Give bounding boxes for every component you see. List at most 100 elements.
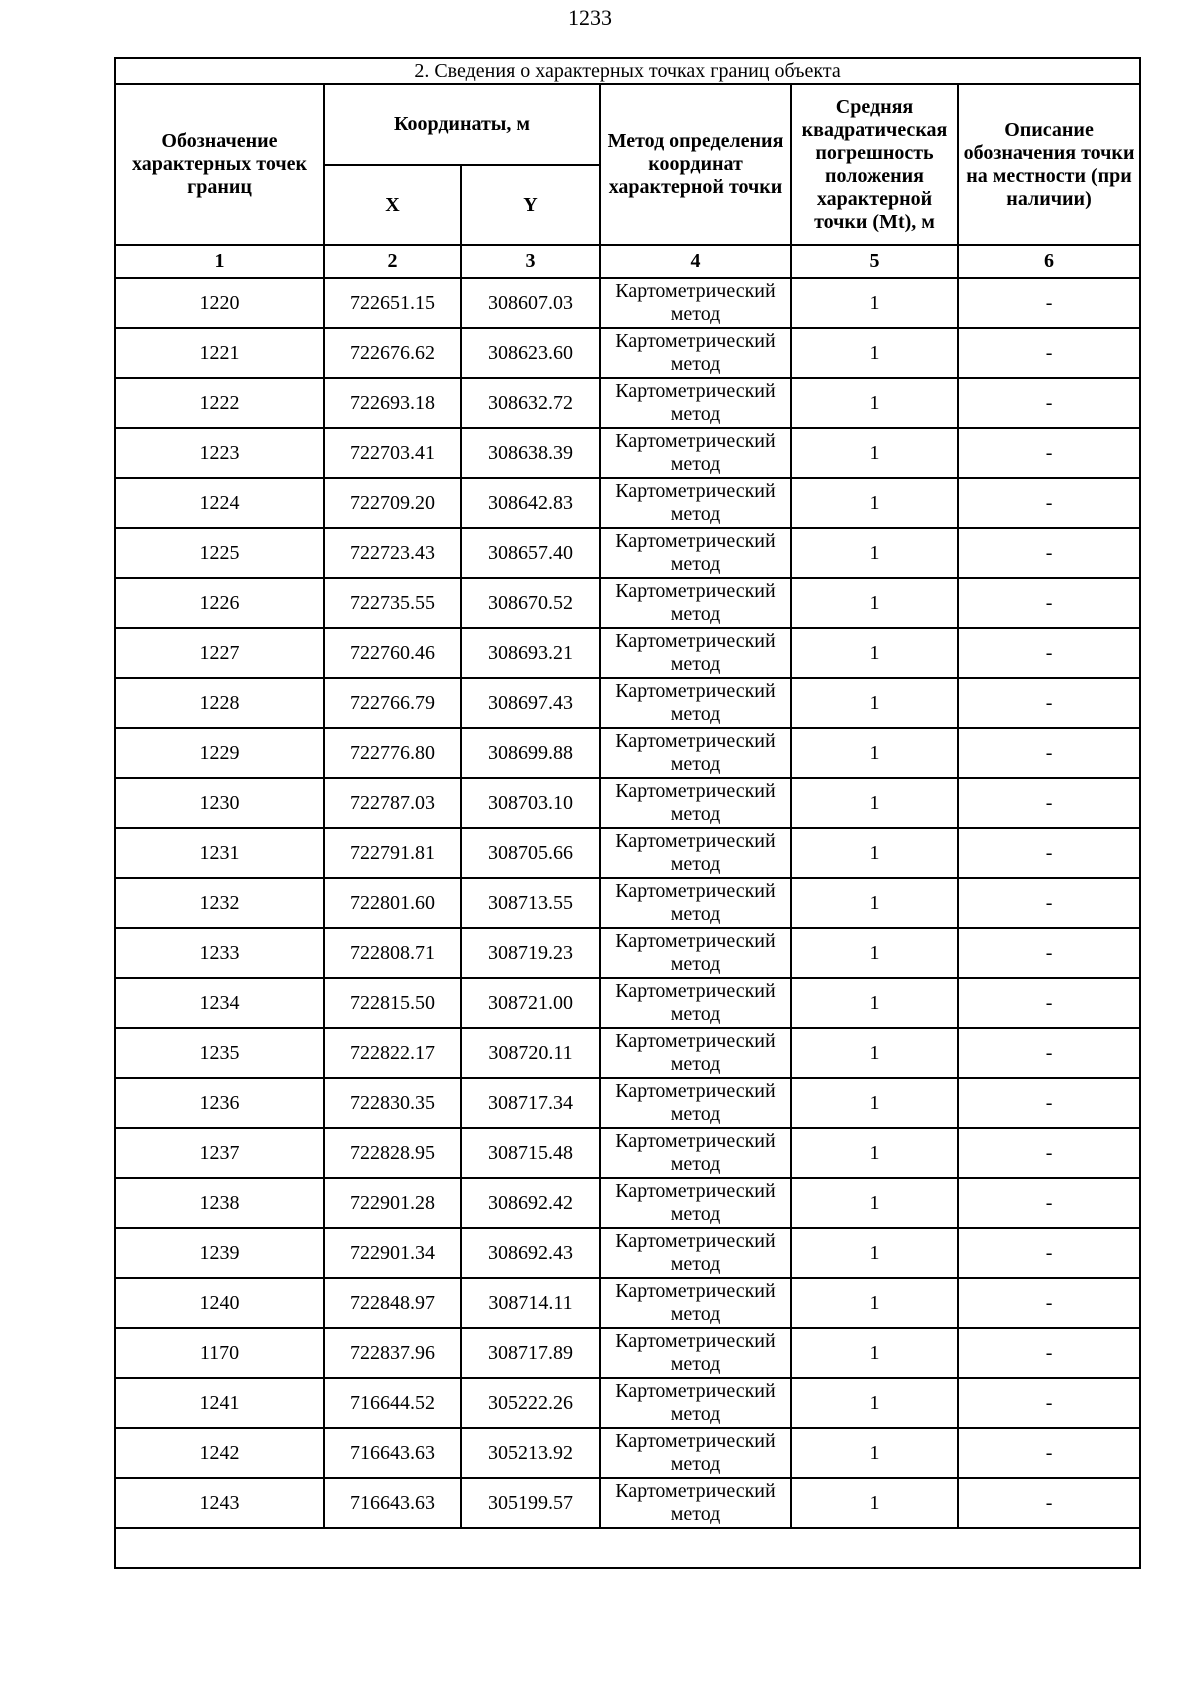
table-row: 1242 716643.63 305213.92 Картометрически… xyxy=(114,1427,1142,1479)
cell-point-number: 1237 xyxy=(114,1127,325,1179)
cell-mt-error: 1 xyxy=(790,1177,959,1229)
cell-mt-error: 1 xyxy=(790,1327,959,1379)
table-row: 1229 722776.80 308699.88 Картометрически… xyxy=(114,727,1142,779)
cell-y-coordinate: 308692.42 xyxy=(460,1177,601,1229)
cell-x-coordinate: 722703.41 xyxy=(323,427,462,479)
table-row: 1236 722830.35 308717.34 Картометрически… xyxy=(114,1077,1142,1129)
cell-description: - xyxy=(956,1477,1142,1529)
boundary-points-table: 2. Сведения о характерных точках границ … xyxy=(113,57,1142,1569)
cell-mt-error: 1 xyxy=(790,427,959,479)
cell-point-number: 1230 xyxy=(114,777,325,829)
cell-description: - xyxy=(956,1077,1142,1129)
cell-y-coordinate: 308721.00 xyxy=(460,977,601,1029)
column-number-1: 1 xyxy=(114,244,325,279)
cell-x-coordinate: 722801.60 xyxy=(323,877,462,929)
cell-mt-error: 1 xyxy=(790,1477,959,1529)
cell-x-coordinate: 722815.50 xyxy=(323,977,462,1029)
cell-x-coordinate: 722709.20 xyxy=(323,477,462,529)
cell-x-coordinate: 722776.80 xyxy=(323,727,462,779)
cell-method: Картометрический метод xyxy=(599,477,792,529)
column-number-row: 1 2 3 4 5 6 xyxy=(114,244,1142,279)
cell-mt-error: 1 xyxy=(790,827,959,879)
table-row: 1222 722693.18 308632.72 Картометрически… xyxy=(114,377,1142,429)
cell-point-number: 1231 xyxy=(114,827,325,879)
cell-mt-error: 1 xyxy=(790,877,959,929)
table-title: 2. Сведения о характерных точках границ … xyxy=(113,57,1142,85)
cell-point-number: 1242 xyxy=(114,1427,325,1479)
table-row: 1225 722723.43 308657.40 Картометрически… xyxy=(114,527,1142,579)
cell-point-number: 1243 xyxy=(114,1477,325,1529)
cell-method: Картометрический метод xyxy=(599,427,792,479)
cell-point-number: 1233 xyxy=(114,927,325,979)
page-number: 1233 xyxy=(568,5,612,30)
header-method: Метод определения координат характерной … xyxy=(599,83,792,246)
cell-x-coordinate: 722848.97 xyxy=(323,1277,462,1329)
cell-y-coordinate: 308720.11 xyxy=(460,1027,601,1079)
cell-x-coordinate: 716644.52 xyxy=(323,1377,462,1429)
cell-y-coordinate: 308623.60 xyxy=(460,327,601,379)
cell-mt-error: 1 xyxy=(790,477,959,529)
column-number-4: 4 xyxy=(599,244,792,279)
table-body: 2. Сведения о характерных точках границ … xyxy=(113,57,1142,1569)
table-row: 1220 722651.15 308607.03 Картометрически… xyxy=(114,277,1142,329)
table-row: 1226 722735.55 308670.52 Картометрически… xyxy=(114,577,1142,629)
cell-x-coordinate: 722830.35 xyxy=(323,1077,462,1129)
cell-description: - xyxy=(956,327,1142,379)
table-row: 1235 722822.17 308720.11 Картометрически… xyxy=(114,1027,1142,1079)
cell-description: - xyxy=(956,977,1142,1029)
cell-mt-error: 1 xyxy=(790,627,959,679)
cell-y-coordinate: 308705.66 xyxy=(460,827,601,879)
cell-mt-error: 1 xyxy=(790,777,959,829)
table-header-row-1: Обозначение характерных точек границ Коо… xyxy=(114,83,1142,246)
table-row: 1241 716644.52 305222.26 Картометрически… xyxy=(114,1377,1142,1429)
cell-method: Картометрический метод xyxy=(599,927,792,979)
table-row: 1230 722787.03 308703.10 Картометрически… xyxy=(114,777,1142,829)
table-row: 1228 722766.79 308697.43 Картометрически… xyxy=(114,677,1142,729)
cell-y-coordinate: 308642.83 xyxy=(460,477,601,529)
header-error: Средняя квадратическая погрешность полож… xyxy=(790,83,959,246)
cell-mt-error: 1 xyxy=(790,927,959,979)
cell-y-coordinate: 305213.92 xyxy=(460,1427,601,1479)
table-row: 1240 722848.97 308714.11 Картометрически… xyxy=(114,1277,1142,1329)
cell-x-coordinate: 722735.55 xyxy=(323,577,462,629)
cell-description: - xyxy=(956,277,1142,329)
cell-method: Картометрический метод xyxy=(599,877,792,929)
table-row: 1237 722828.95 308715.48 Картометрически… xyxy=(114,1127,1142,1179)
cell-y-coordinate: 308670.52 xyxy=(460,577,601,629)
cell-mt-error: 1 xyxy=(790,1227,959,1279)
table-header-row-2: X Y xyxy=(115,164,1140,246)
cell-method: Картометрический метод xyxy=(599,1027,792,1079)
cell-y-coordinate: 308697.43 xyxy=(460,677,601,729)
cell-x-coordinate: 722808.71 xyxy=(323,927,462,979)
cell-point-number: 1220 xyxy=(114,277,325,329)
cell-y-coordinate: 308607.03 xyxy=(460,277,601,329)
cell-method: Картометрический метод xyxy=(599,327,792,379)
header-coordinates: Координаты, м xyxy=(323,83,601,166)
table-row: 1243 716643.63 305199.57 Картометрически… xyxy=(114,1477,1142,1529)
cell-method: Картометрический метод xyxy=(599,1277,792,1329)
table-row: 1221 722676.62 308623.60 Картометрически… xyxy=(114,327,1142,379)
cell-description: - xyxy=(956,577,1142,629)
cell-y-coordinate: 305199.57 xyxy=(460,1477,601,1529)
cell-point-number: 1229 xyxy=(114,727,325,779)
cell-method: Картометрический метод xyxy=(599,827,792,879)
table-row: 1170 722837.96 308717.89 Картометрически… xyxy=(114,1327,1142,1379)
cell-mt-error: 1 xyxy=(790,977,959,1029)
header-designation: Обозначение характерных точек границ xyxy=(114,83,325,246)
cell-point-number: 1232 xyxy=(114,877,325,929)
cell-mt-error: 1 xyxy=(790,327,959,379)
cell-mt-error: 1 xyxy=(790,277,959,329)
cell-point-number: 1236 xyxy=(114,1077,325,1129)
cell-y-coordinate: 308703.10 xyxy=(460,777,601,829)
cell-point-number: 1239 xyxy=(114,1227,325,1279)
cell-y-coordinate: 308719.23 xyxy=(460,927,601,979)
cell-description: - xyxy=(956,1027,1142,1079)
cell-y-coordinate: 308638.39 xyxy=(460,427,601,479)
cell-y-coordinate: 308715.48 xyxy=(460,1127,601,1179)
cell-method: Картометрический метод xyxy=(599,1177,792,1229)
cell-x-coordinate: 722837.96 xyxy=(323,1327,462,1379)
table-row: 1223 722703.41 308638.39 Картометрически… xyxy=(114,427,1142,479)
cell-mt-error: 1 xyxy=(790,1127,959,1179)
cell-x-coordinate: 722676.62 xyxy=(323,327,462,379)
cell-description: - xyxy=(956,477,1142,529)
